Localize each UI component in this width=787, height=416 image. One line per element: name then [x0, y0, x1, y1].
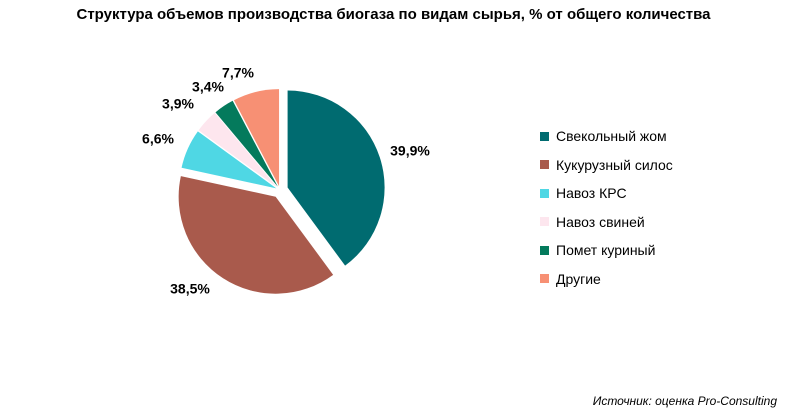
pie-slice-5 [215, 100, 278, 187]
pie-slice-1 [287, 90, 385, 266]
data-label-3: 6,6% [142, 131, 174, 147]
legend-item-5: Помет куриный [540, 236, 673, 265]
pie-slice-6 [233, 89, 280, 187]
data-label-6: 7,7% [222, 65, 254, 81]
legend-swatch [540, 188, 549, 198]
data-label-4: 3,9% [162, 96, 194, 112]
pie-slice-2 [178, 176, 334, 294]
source-note: Источник: оценка Pro-Consulting [592, 394, 777, 408]
legend-item-3: Навоз КРС [540, 179, 673, 208]
legend-label: Кукурузный силос [556, 156, 673, 173]
legend-item-1: Свекольный жом [540, 122, 673, 151]
legend-label: Свекольный жом [556, 128, 667, 145]
legend-label: Помет куриный [556, 242, 656, 259]
data-label-2: 38,5% [170, 281, 210, 297]
legend-label: Навоз свиней [556, 213, 645, 230]
legend-item-2: Кукурузный силос [540, 151, 673, 180]
legend-swatch [540, 274, 549, 284]
data-label-1: 39,9% [390, 143, 430, 159]
pie-slice-4 [198, 112, 278, 188]
legend-label: Навоз КРС [556, 185, 627, 202]
legend-swatch [540, 245, 549, 255]
legend-item-4: Навоз свиней [540, 208, 673, 237]
legend-swatch [540, 217, 549, 227]
legend: Свекольный жом Кукурузный силос Навоз КРС Н… [540, 122, 673, 293]
pie-slice-3 [181, 131, 277, 189]
legend-swatch [540, 131, 549, 141]
legend-swatch [540, 160, 549, 170]
chart-title: Структура объемов производства биогаза п… [76, 6, 711, 23]
data-label-5: 3,4% [192, 79, 224, 95]
legend-item-6: Другие [540, 265, 673, 294]
legend-label: Другие [556, 270, 601, 287]
